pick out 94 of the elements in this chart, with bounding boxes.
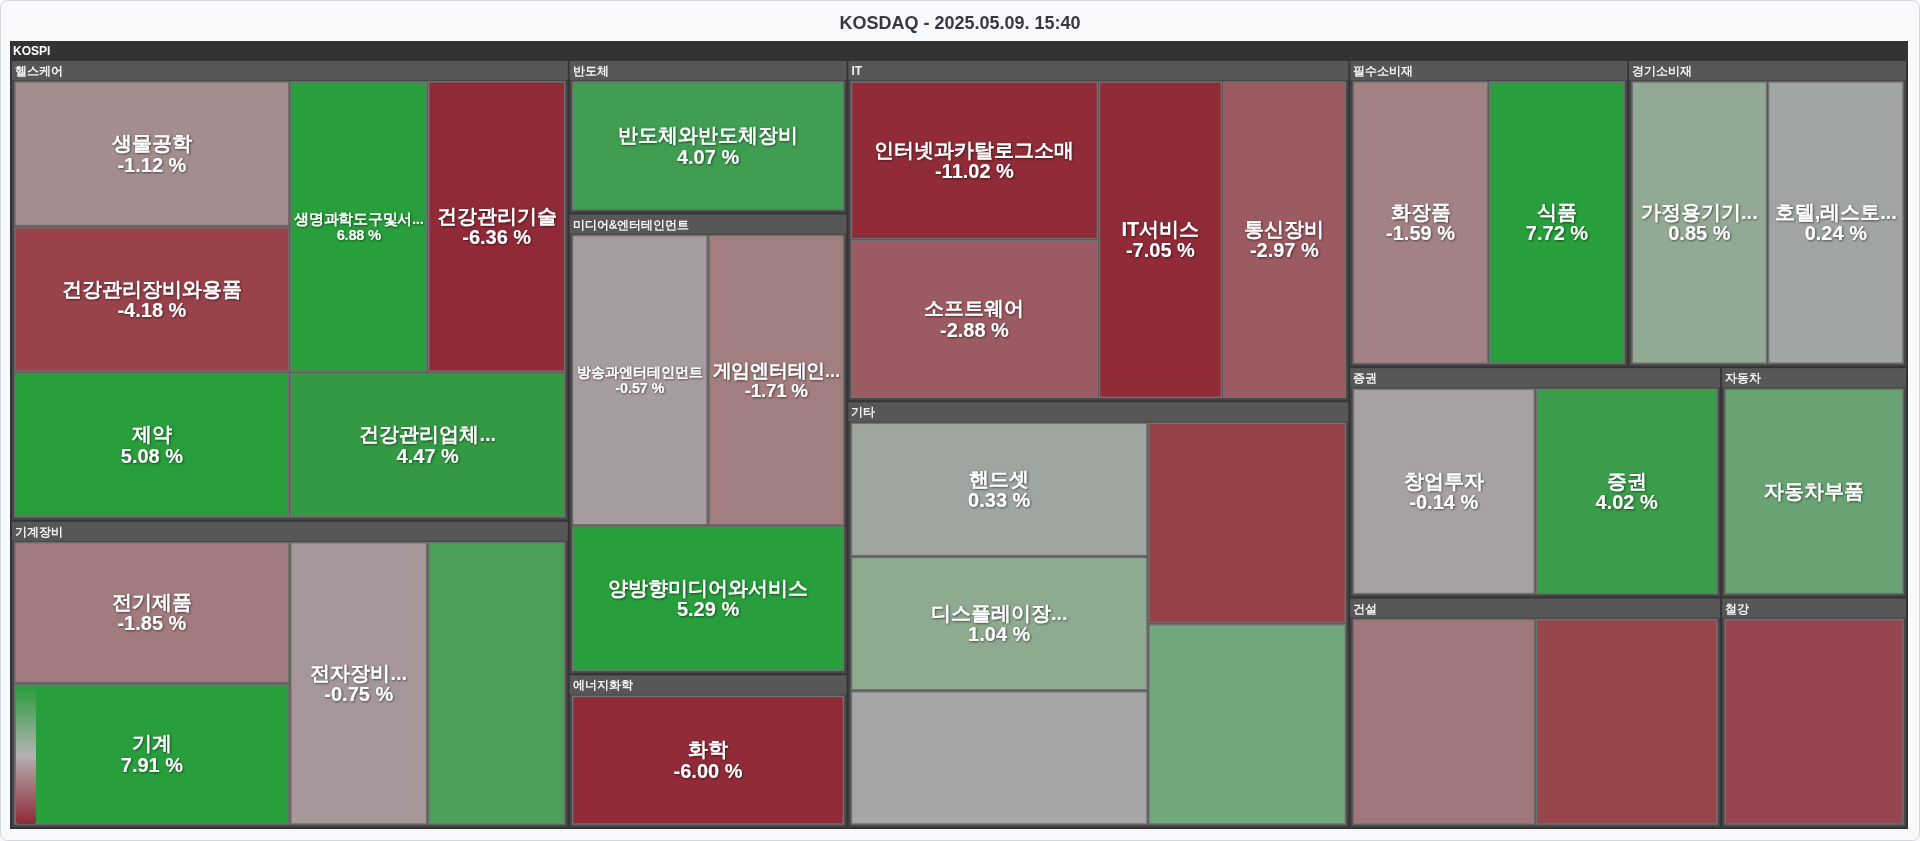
category-label: 기계 — [131, 732, 172, 755]
category-label: 증권 — [1606, 469, 1647, 492]
tile: 건강관리업체... 4.47 % — [290, 372, 566, 518]
data-label: 0.33 % — [968, 489, 1031, 512]
series-label: 증권 — [1353, 371, 1378, 386]
data-label: -6.36 % — [462, 226, 532, 249]
data-label: 4.02 % — [1595, 491, 1659, 514]
series-label: 기계장비 — [15, 524, 63, 539]
category-label: IT서비스 — [1121, 217, 1200, 240]
tile: 게임엔터테인... -1.71 % — [708, 234, 845, 526]
series-label: 에너지화학 — [572, 678, 633, 693]
category-label: 식품 — [1536, 200, 1577, 223]
group: 건설 — [1350, 598, 1721, 827]
tile: 가정용기기... 0.85 % — [1631, 81, 1768, 364]
category-label: 방송과엔터테인먼트 — [576, 364, 703, 381]
series-label: 헬스케어 — [15, 64, 63, 78]
data-label: 7.91 % — [120, 754, 184, 776]
tile: 전기제품 -1.85 % — [14, 542, 290, 684]
category-label: 호텔,레스토... — [1774, 200, 1897, 223]
data-label: -2.97 % — [1249, 239, 1320, 262]
tile: 화학 -6.00 % — [571, 695, 845, 825]
text: KOSPI — [13, 44, 51, 58]
tile: 건강관리장비와용품 -4.18 % — [14, 226, 290, 372]
tile: 반도체와반도체장비 4.07 % — [571, 81, 845, 211]
category-label: 인터넷과카탈로그소매 — [874, 138, 1075, 161]
data-label: 7.72 % — [1525, 222, 1589, 245]
data-label: 6.88 % — [336, 226, 382, 243]
tile: 화장품 -1.59 % — [1352, 81, 1489, 364]
category-label: 디스플레이장... — [930, 601, 1068, 624]
data-label: 4.47 % — [396, 444, 460, 467]
series-label: 경기소비재 — [1632, 64, 1693, 78]
category-label: 반도체와반도체장비 — [618, 124, 799, 146]
tile: 전자장비... -0.75 % — [290, 542, 428, 825]
category-label: 양방향미디어와서비스 — [608, 576, 809, 599]
tile: 호텔,레스토... 0.24 % — [1767, 81, 1904, 364]
tile: 식품 7.72 % — [1489, 81, 1625, 364]
data-label: -1.85 % — [117, 612, 187, 635]
category-label: 창업투자 — [1403, 469, 1484, 492]
category-label: 제약 — [130, 423, 172, 446]
tile: 제약 5.08 % — [14, 372, 290, 518]
category-label: 전기제품 — [111, 590, 192, 613]
tile: 건강관리기술 -6.36 % — [428, 81, 566, 372]
data-label: 5.29 % — [676, 598, 740, 621]
tile: 디스플레이장... 1.04 % — [850, 556, 1148, 691]
data-label: 0.85 % — [1668, 222, 1731, 245]
tile: 양방향미디어와서비스 5.29 % — [571, 526, 845, 672]
series-label: 반도체 — [572, 64, 609, 78]
data-label: -11.02 % — [934, 160, 1015, 183]
tile: 자동차부품 — [1724, 388, 1904, 595]
category-label: 전자장비... — [310, 661, 408, 684]
series-label: IT — [851, 64, 863, 78]
data-label: -0.57 % — [615, 379, 665, 396]
tile: 증권 4.02 % — [1535, 388, 1718, 595]
tile: 인터넷과카탈로그소매 -11.02 % — [850, 81, 1099, 240]
data-label: -7.05 % — [1125, 239, 1196, 262]
tile: 생물공학 -1.12 % — [14, 81, 290, 227]
tile: IT서비스 -7.05 % — [1098, 81, 1223, 399]
data-label: 1.04 % — [968, 623, 1031, 646]
data-label: -1.59 % — [1386, 222, 1456, 245]
tile: 통신장비 -2.97 % — [1222, 81, 1347, 399]
data-label: -1.12 % — [117, 153, 187, 176]
data-label: 4.07 % — [676, 145, 740, 168]
category-label: 생물공학 — [110, 132, 192, 154]
series-label: 미디어&엔터테인먼트 — [572, 217, 690, 232]
tile: 창업투자 -0.14 % — [1352, 388, 1535, 595]
series-label: 기타 — [851, 405, 876, 420]
data-label: 0.24 % — [1804, 222, 1868, 245]
data-label: -0.14 % — [1409, 491, 1479, 514]
text: KOSDAQ - 2025.05.09. 15:40 — [839, 13, 1081, 33]
data-label: -0.75 % — [324, 683, 394, 706]
category-label: 생명과학도구및서... — [293, 210, 424, 227]
category-label: 건강관리기술 — [436, 204, 557, 227]
category-label: 통신장비 — [1244, 217, 1325, 240]
category-label: 핸드셋 — [969, 467, 1030, 490]
series-label: 필수소비재 — [1353, 64, 1414, 78]
category-label: 건강관리업체... — [359, 423, 497, 446]
tile: 핸드셋 0.33 % — [850, 422, 1148, 557]
category-label: 화학 — [688, 738, 729, 761]
group: 자동차 자동차부품 — [1722, 368, 1906, 597]
category-label: 게임엔터테인... — [712, 359, 840, 381]
group: 철강 — [1722, 598, 1906, 827]
data-label: 5.08 % — [120, 444, 184, 467]
data-label: -2.88 % — [939, 318, 1010, 341]
category-label: 건강관리장비와용품 — [61, 277, 242, 300]
category-label: 자동차부품 — [1764, 480, 1865, 503]
category-label: 소프트웨어 — [924, 297, 1025, 320]
tile: 생명과학도구및서... 6.88 % — [290, 81, 428, 372]
category-label: 화장품 — [1390, 200, 1451, 223]
data-label: -6.00 % — [673, 760, 743, 782]
tile: 기계 7.91 % — [14, 683, 290, 825]
tile: 소프트웨어 -2.88 % — [850, 239, 1099, 399]
tile: 방송과엔터테인먼트 -0.57 % — [571, 234, 708, 526]
data-label: -4.18 % — [117, 299, 187, 322]
category-label: 가정용기기... — [1641, 200, 1758, 223]
